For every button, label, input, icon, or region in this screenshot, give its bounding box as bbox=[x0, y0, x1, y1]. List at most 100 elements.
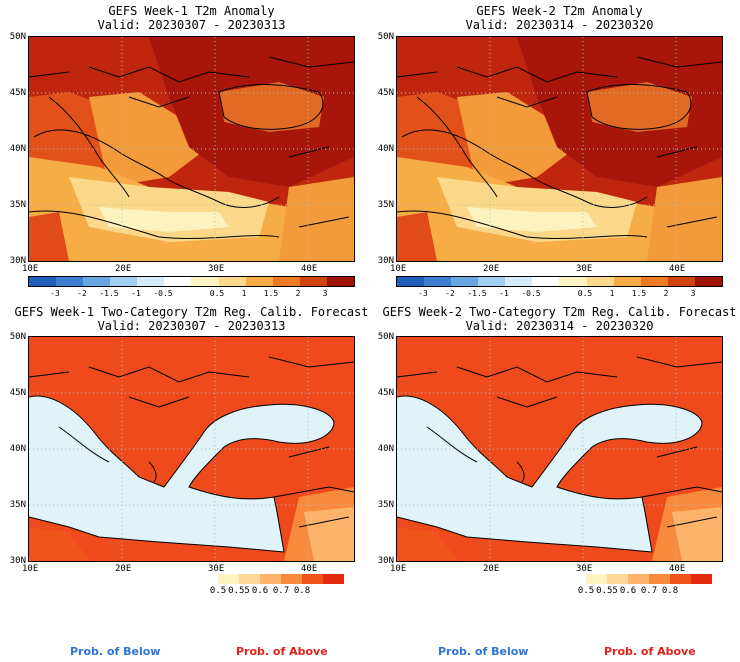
colorbar-label: 0.55 bbox=[596, 586, 618, 596]
panel4-probability-colorbar: 0.5 0.55 0.6 0.7 0.8 bbox=[578, 574, 716, 600]
panel1-lon-label: 30E bbox=[208, 264, 225, 274]
panel2-lat-label: 30N bbox=[377, 256, 394, 266]
colorbar-box bbox=[218, 574, 344, 584]
panel4-lat-label: 50N bbox=[377, 332, 394, 342]
panel2-lat-label: 50N bbox=[377, 32, 394, 42]
panel3-lon-label: 30E bbox=[208, 564, 225, 574]
panel1-lat-label: 30N bbox=[9, 256, 26, 266]
colorbar-swatch bbox=[302, 574, 323, 584]
panel4-valid: Valid: 20230314 - 20230320 bbox=[465, 319, 654, 333]
panel3-lat-label: 50N bbox=[9, 332, 26, 342]
panel1-lon-label: 10E bbox=[22, 264, 39, 274]
panel2-lon-label: 30E bbox=[576, 264, 593, 274]
colorbar-label: -2 bbox=[445, 289, 455, 298]
colorbar-swatch bbox=[323, 574, 344, 584]
panel1-map-svg bbox=[29, 37, 354, 261]
colorbar-label: 1.5 bbox=[263, 289, 279, 298]
colorbar-swatch bbox=[505, 277, 533, 286]
panel3-valid: Valid: 20230307 - 20230313 bbox=[97, 319, 286, 333]
colorbar-label: 3 bbox=[322, 289, 328, 298]
colorbar-swatch bbox=[640, 277, 668, 286]
panel4-lat-label: 30N bbox=[377, 556, 394, 566]
panel3-lon-label: 40E bbox=[301, 564, 318, 574]
colorbar-label: -3 bbox=[418, 289, 428, 298]
colorbar-label: 0.7 bbox=[272, 586, 290, 596]
colorbar-swatch bbox=[218, 574, 239, 584]
colorbar-swatch bbox=[137, 277, 165, 286]
colorbar-label: -0.5 bbox=[153, 289, 173, 298]
left-prob-below-label: Prob. of Below bbox=[70, 645, 161, 658]
colorbar-label: 2 bbox=[663, 289, 669, 298]
panel3-lat-label: 30N bbox=[9, 556, 26, 566]
panel2-lat-label: 35N bbox=[377, 200, 394, 210]
panel2-lat-label: 40N bbox=[377, 144, 394, 154]
panel2-lat-label: 45N bbox=[377, 88, 394, 98]
panel2-anomaly-colorbar: -3 -2 -1.5 -1 -0.5 0.5 1 1.5 2 3 bbox=[396, 276, 723, 300]
colorbar-swatch bbox=[586, 277, 614, 286]
colorbar-swatch bbox=[613, 277, 641, 286]
colorbar-swatch bbox=[424, 277, 452, 286]
colorbar-label: 0.8 bbox=[293, 586, 311, 596]
colorbar-swatch bbox=[110, 277, 138, 286]
panel4-lat-label: 40N bbox=[377, 444, 394, 454]
colorbar-label: 1 bbox=[609, 289, 615, 298]
colorbar-swatch bbox=[628, 574, 649, 584]
colorbar-box bbox=[586, 574, 712, 584]
colorbar-label: 1 bbox=[241, 289, 247, 298]
colorbar-swatch bbox=[691, 574, 712, 584]
panel3-lon-label: 10E bbox=[22, 564, 39, 574]
colorbar-label: 2 bbox=[295, 289, 301, 298]
colorbar-swatch bbox=[29, 277, 57, 286]
colorbar-swatch bbox=[218, 277, 246, 286]
colorbar-label: 0.6 bbox=[251, 586, 269, 596]
colorbar-label: 0.5 bbox=[209, 586, 227, 596]
panel4-lat-label: 45N bbox=[377, 388, 394, 398]
colorbar-label: -1 bbox=[131, 289, 141, 298]
colorbar-label: 0.55 bbox=[228, 586, 250, 596]
panel3-lat-label: 45N bbox=[9, 388, 26, 398]
panel3-probability-colorbar: 0.5 0.55 0.6 0.7 0.8 bbox=[210, 574, 348, 600]
panel1-lon-label: 20E bbox=[115, 264, 132, 274]
colorbar-label: 0.5 bbox=[577, 289, 593, 298]
colorbar-label: 0.8 bbox=[661, 586, 679, 596]
panel3-probability-map bbox=[28, 336, 355, 562]
panel4-lon-label: 20E bbox=[483, 564, 500, 574]
right-prob-below-label: Prob. of Below bbox=[438, 645, 529, 658]
panel1-anomaly-map bbox=[28, 36, 355, 262]
panel4-lat-label: 35N bbox=[377, 500, 394, 510]
panel4-title: GEFS Week-2 Two-Category T2m Reg. Calib.… bbox=[382, 305, 737, 319]
panel4-map-svg bbox=[397, 337, 722, 561]
colorbar-swatch bbox=[281, 574, 302, 584]
colorbar-swatch bbox=[83, 277, 111, 286]
panel4-lon-label: 10E bbox=[390, 564, 407, 574]
colorbar-swatch bbox=[559, 277, 587, 286]
panel1-title: GEFS Week-1 T2m Anomaly bbox=[108, 4, 275, 18]
colorbar-label: -1.5 bbox=[467, 289, 487, 298]
panel1-anomaly-colorbar: -3 -2 -1.5 -1 -0.5 0.5 1 1.5 2 3 bbox=[28, 276, 355, 300]
panel2-valid: Valid: 20230314 - 20230320 bbox=[465, 18, 654, 32]
panel1-lat-label: 45N bbox=[9, 88, 26, 98]
colorbar-swatch bbox=[670, 574, 691, 584]
colorbar-box bbox=[396, 276, 723, 287]
panel1-lat-label: 50N bbox=[9, 32, 26, 42]
colorbar-label: 3 bbox=[690, 289, 696, 298]
colorbar-swatch bbox=[532, 277, 560, 286]
colorbar-box bbox=[28, 276, 355, 287]
colorbar-label: 0.6 bbox=[619, 586, 637, 596]
colorbar-swatch bbox=[299, 277, 327, 286]
colorbar-label: -1.5 bbox=[99, 289, 119, 298]
panel2-map-svg bbox=[397, 37, 722, 261]
colorbar-label: -2 bbox=[77, 289, 87, 298]
panel2-lon-label: 20E bbox=[483, 264, 500, 274]
panel3-lat-label: 40N bbox=[9, 444, 26, 454]
panel3-map-svg bbox=[29, 337, 354, 561]
left-prob-above-label: Prob. of Above bbox=[236, 645, 328, 658]
colorbar-swatch bbox=[260, 574, 281, 584]
colorbar-swatch bbox=[191, 277, 219, 286]
colorbar-label: 0.5 bbox=[577, 586, 595, 596]
colorbar-swatch bbox=[397, 277, 425, 286]
colorbar-swatch bbox=[586, 574, 607, 584]
colorbar-swatch bbox=[694, 277, 722, 286]
colorbar-swatch bbox=[164, 277, 192, 286]
panel3-lon-label: 20E bbox=[115, 564, 132, 574]
